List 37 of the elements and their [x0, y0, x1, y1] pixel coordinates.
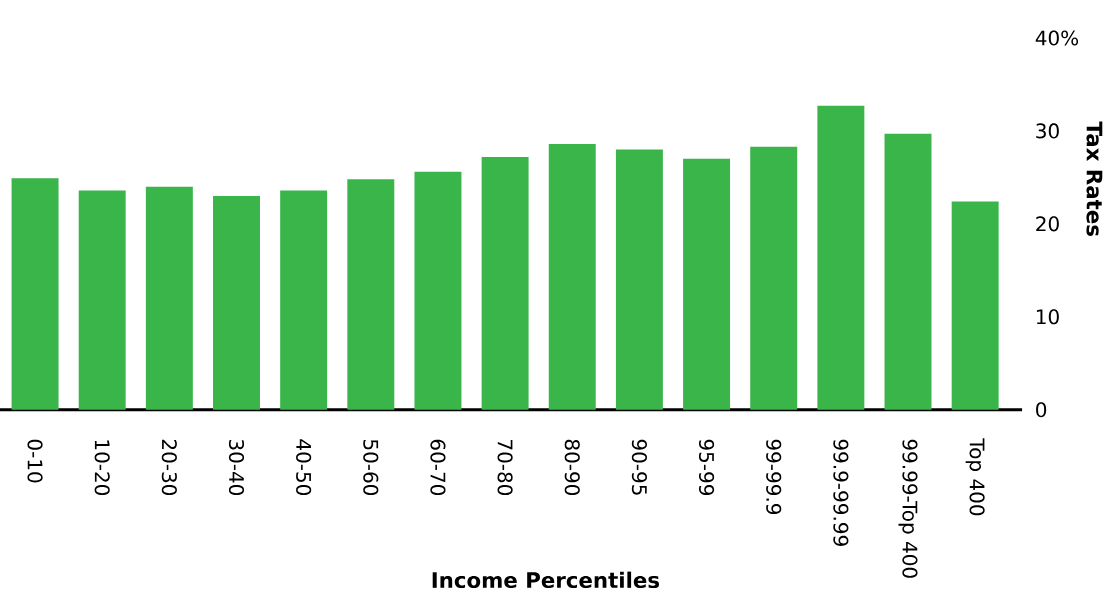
x-tick-label: 80-90: [564, 439, 580, 496]
bar: [884, 133, 932, 410]
bar: [750, 146, 798, 410]
x-tick-label: 60-70: [430, 440, 446, 496]
bar: [347, 179, 395, 410]
bar: [414, 172, 462, 410]
x-tick-label: 90-95: [631, 439, 647, 495]
x-tick-label: 99.99-Top 400: [898, 439, 918, 579]
x-tick-label: 40-50: [296, 439, 312, 496]
x-tick-label: 0-10: [27, 439, 43, 483]
bar: [213, 196, 260, 410]
y-tick-label: 40%: [1035, 30, 1079, 46]
x-tick-label: 50-60: [363, 440, 379, 496]
y-tick-label: 30: [1036, 123, 1059, 139]
bar: [817, 106, 865, 410]
x-tick-label: 95-99: [698, 439, 715, 496]
x-axis-title: Income Percentiles: [432, 571, 660, 589]
bar: [548, 144, 596, 410]
y-axis-title: Tax Rates: [1086, 121, 1103, 237]
x-tick-label: 30-40: [228, 440, 245, 496]
bar: [145, 186, 193, 410]
x-tick-label: 10-20: [94, 440, 110, 496]
x-tick-label: 99.9-99.99: [833, 439, 849, 547]
x-tick-label: 99-99.9: [766, 439, 782, 515]
bar: [683, 159, 731, 410]
y-tick-label: 20: [1036, 216, 1059, 232]
bar: [951, 201, 999, 410]
bar: [78, 190, 126, 410]
x-tick-label: 70-80: [497, 440, 513, 496]
bar: [280, 190, 328, 410]
y-tick-label: 10: [1036, 309, 1059, 325]
x-tick-label: 20-30: [161, 440, 177, 496]
bar: [615, 149, 663, 410]
bar: [11, 178, 59, 410]
bar: [481, 157, 529, 410]
y-tick-label: 0: [1036, 402, 1047, 418]
x-tick-label: Top 400: [965, 438, 985, 516]
